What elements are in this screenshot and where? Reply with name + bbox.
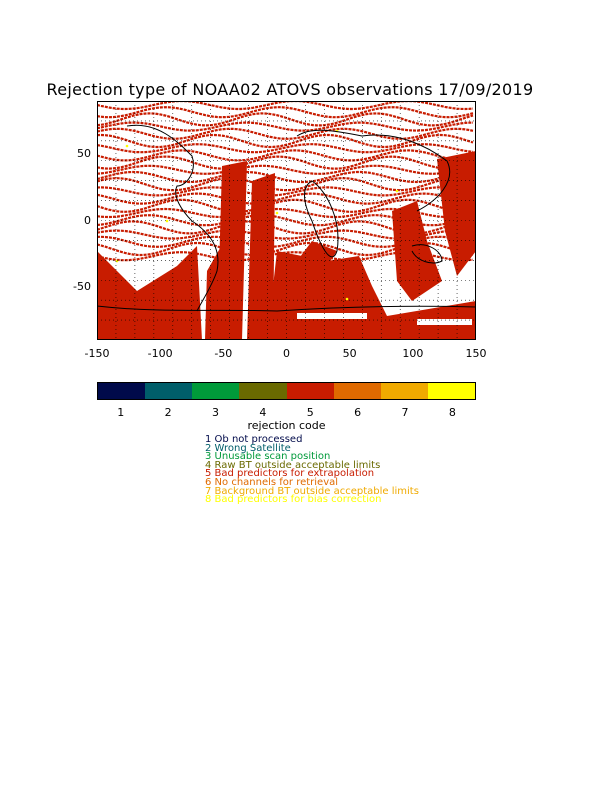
x-tick-label: -150 [84,347,110,360]
swath-track [97,121,474,132]
rejection-region [217,161,247,340]
y-tick-label: 50 [77,147,91,161]
colorbar-swatch [380,383,428,399]
map-plot-area [97,101,476,340]
swath-track [97,106,474,119]
colorbar-label: 3 [211,406,219,419]
rejection-code-legend: 1 Ob not processed 2 Wrong Satellite 3 Unu… [205,434,419,506]
data-gap [297,313,367,319]
code-8-point [275,211,279,215]
legend-entry: 6 No channels for retrieval [205,476,339,488]
legend-entry: 3 Unusable scan position [205,451,331,463]
coastline [296,129,451,212]
swath-track [97,112,474,127]
legend-entry: 1 Ob not processed [205,434,303,445]
legend-entry: 5 Bad predictors for extrapolation [205,468,375,480]
code-8-point [125,144,129,148]
colorbar-label: 7 [401,406,409,419]
legend-entry: 4 Raw BT outside acceptable limits [205,459,381,471]
rejection-region [267,251,476,340]
swath-track [97,143,474,154]
colorbar [97,382,476,400]
colorbar-label: 1 [117,406,125,419]
colorbar-swatch [427,383,475,399]
swath-track [97,164,474,175]
x-tick-label: 0 [283,347,290,360]
swath-track [97,177,474,192]
coastline [304,180,339,258]
rejection-region [392,201,442,301]
x-tick-label: 150 [465,347,487,360]
rejection-region [247,173,275,340]
colorbar-label: 5 [306,406,314,419]
colorbar-swatch [239,383,287,399]
swath-track [97,155,474,170]
rejection-region [97,246,202,340]
colorbar-label: 2 [164,406,172,419]
legend-entry: 2 Wrong Satellite [205,442,291,454]
map-frame [97,101,476,340]
legend-entry: 7 Background BT outside acceptable limit… [205,485,419,497]
code-8-point [165,219,169,223]
colorbar-swatch [98,383,146,399]
colorbar-swatch [333,383,381,399]
swath-track [97,127,474,140]
x-tick-label: -50 [214,347,233,360]
x-tick-label: 100 [402,347,424,360]
coastline [411,244,443,264]
colorbar-swatch [286,383,334,399]
colorbar-title: rejection code [247,419,326,432]
coastline [191,220,219,312]
colorbar-swatch [192,383,240,399]
colorbar-label: 4 [259,406,267,419]
colorbar-label: 8 [448,406,456,419]
swath-track [97,133,474,149]
map-canvas [97,101,476,340]
rejection-region [297,241,337,269]
swath-track [97,186,474,197]
x-tick-label: -100 [147,347,173,360]
colorbar-swatch [145,383,193,399]
data-gap [417,319,472,325]
colorbar-label: 6 [354,406,362,419]
legend-entry: 8 Bad predictors for bias correction [205,494,382,506]
chart-title: Rejection type of NOAA02 ATOVS observati… [46,80,534,99]
x-tick-label: 50 [342,347,357,360]
rejection-region [437,151,476,276]
code-8-point [395,189,399,193]
y-tick-label: 0 [84,213,91,227]
coastline [97,305,476,312]
code-8-point [345,297,349,301]
coastline [126,124,194,222]
y-tick-label: -50 [73,279,91,293]
